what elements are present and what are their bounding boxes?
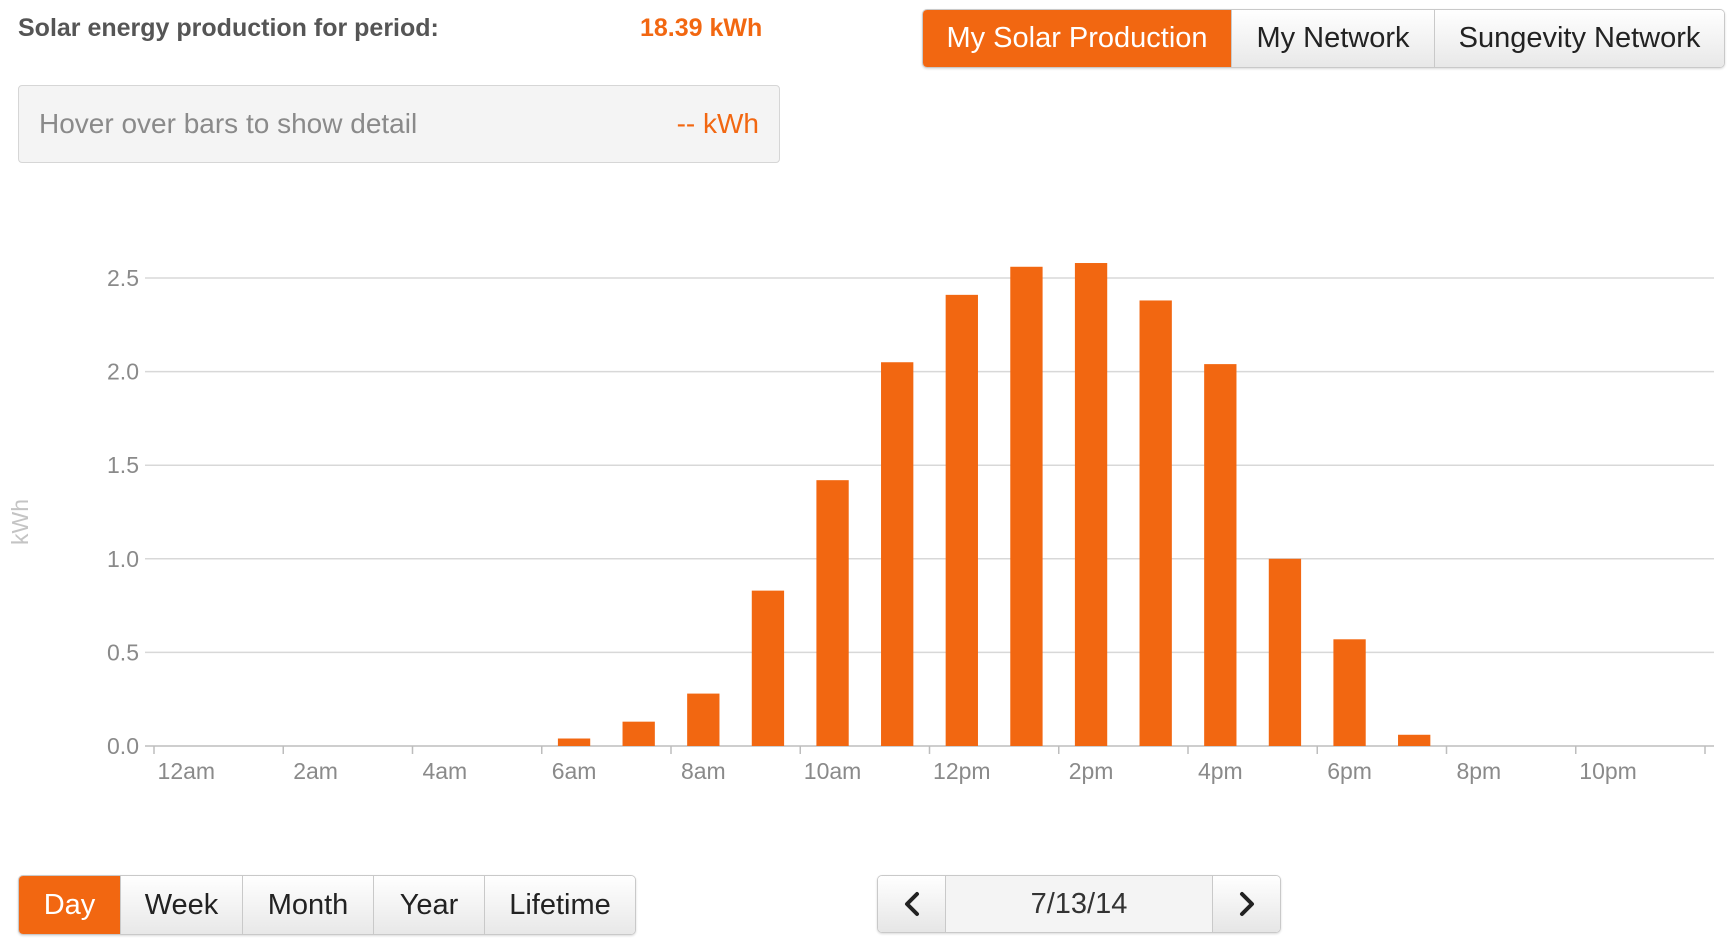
bar[interactable] [1268, 558, 1302, 746]
y-tick-label: 1.5 [107, 452, 139, 478]
x-tick-label: 2am [293, 758, 338, 784]
bar[interactable] [1010, 266, 1043, 746]
bar[interactable] [1398, 734, 1431, 746]
current-date: 7/13/14 [945, 876, 1213, 932]
bar[interactable] [622, 721, 655, 746]
y-tick-label: 0.5 [107, 639, 139, 665]
tab-week[interactable]: Week [121, 876, 243, 934]
tab-month[interactable]: Month [243, 876, 374, 934]
x-tick-label: 8am [681, 758, 726, 784]
tab-sungevity-network[interactable]: Sungevity Network [1435, 10, 1724, 67]
x-tick-label: 10pm [1579, 758, 1637, 784]
tab-year[interactable]: Year [374, 876, 485, 934]
x-tick-label: 6pm [1327, 758, 1372, 784]
hover-detail-box: Hover over bars to show detail -- kWh [18, 85, 780, 163]
bar[interactable] [687, 693, 720, 746]
bar[interactable] [816, 480, 849, 746]
chevron-left-icon [904, 892, 919, 916]
x-tick-label: 12pm [933, 758, 991, 784]
summary-title: Solar energy production for period: [18, 14, 439, 42]
x-tick-label: 2pm [1069, 758, 1114, 784]
hover-detail-label: Hover over bars to show detail [39, 108, 418, 139]
x-tick-label: 4am [422, 758, 467, 784]
y-tick-label: 1.0 [107, 546, 139, 572]
y-axis-title: kWh [7, 499, 33, 545]
bar[interactable] [751, 590, 785, 746]
production-chart: 0.0 0.5 1.0 1.5 2.0 2.5 12am 2am 4am 6am 8am 10am 1… [7, 263, 1714, 784]
bar[interactable] [1139, 300, 1172, 746]
y-tick-label: 2.0 [107, 359, 139, 385]
y-tick-label: 2.5 [107, 265, 139, 291]
bar[interactable] [557, 738, 591, 746]
chevron-right-icon [1239, 892, 1254, 916]
x-tick-label: 4pm [1198, 758, 1243, 784]
x-tick-label: 6am [552, 758, 597, 784]
summary-value: 18.39 kWh [640, 14, 763, 42]
period-tabs: Day Week Month Year Lifetime [18, 875, 636, 935]
x-tick-label: 10am [804, 758, 862, 784]
x-tick-label: 8pm [1456, 758, 1501, 784]
bar[interactable] [881, 362, 914, 746]
bar[interactable] [1204, 364, 1237, 746]
y-tick-label: 0.0 [107, 733, 139, 759]
network-tabs: My Solar Production My Network Sungevity… [922, 9, 1725, 68]
next-date-button[interactable] [1213, 876, 1280, 932]
bar[interactable] [1074, 263, 1108, 746]
tab-my-solar-production[interactable]: My Solar Production [923, 10, 1232, 67]
tab-lifetime[interactable]: Lifetime [485, 876, 635, 934]
tab-day[interactable]: Day [19, 876, 121, 934]
x-tick-label: 12am [158, 758, 216, 784]
bar[interactable] [1333, 639, 1366, 746]
previous-date-button[interactable] [878, 876, 945, 932]
hover-detail-value: -- kWh [676, 108, 759, 139]
tab-my-network[interactable]: My Network [1232, 10, 1435, 67]
bar[interactable] [945, 294, 978, 746]
date-navigator: 7/13/14 [877, 875, 1281, 933]
